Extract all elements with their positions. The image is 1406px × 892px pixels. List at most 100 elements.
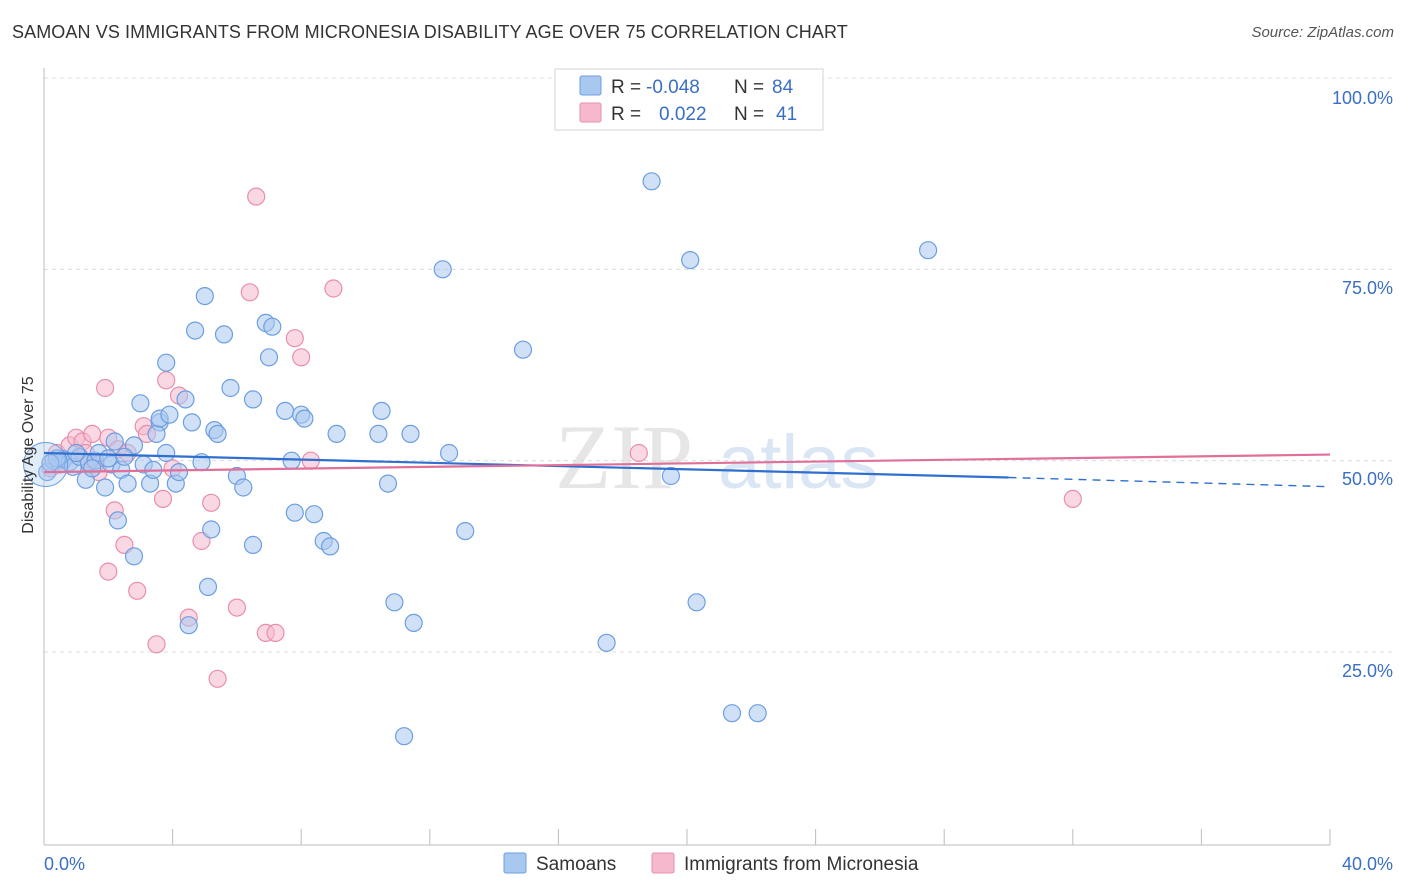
point-micronesia	[1063, 489, 1082, 508]
point-micronesia	[324, 279, 343, 298]
point-samoans	[722, 704, 742, 723]
legend-swatch-micronesia	[579, 102, 602, 123]
point-samoans	[105, 432, 124, 451]
point-micronesia	[128, 581, 147, 600]
correlation-legend: R = -0.048 N = 84 R = 0.022 N = 41	[554, 68, 824, 131]
point-micronesia	[285, 329, 304, 348]
y-tick-label-50: 50.0%	[1342, 469, 1393, 489]
point-samoans	[214, 325, 234, 344]
point-samoans	[263, 317, 282, 336]
point-samoans	[115, 447, 134, 466]
point-micronesia	[227, 598, 246, 617]
point-samoans	[83, 459, 102, 478]
point-samoans	[276, 401, 295, 420]
watermark-zip: ZIP	[555, 406, 693, 508]
series-legend: Samoans Immigrants from Micronesia	[503, 852, 919, 875]
legend-n-label-1: N =	[734, 77, 764, 98]
point-samoans	[179, 616, 198, 635]
point-micronesia	[629, 443, 648, 463]
point-samoans	[285, 503, 304, 522]
point-samoans	[176, 390, 195, 409]
point-samoans	[385, 593, 404, 612]
point-samoans	[642, 172, 661, 191]
legend-swatch-samoans	[579, 75, 602, 96]
point-samoans	[372, 401, 391, 420]
point-samoans	[118, 474, 137, 493]
trend-line-samoans-extension	[1008, 476, 1331, 488]
point-samoans	[321, 537, 340, 556]
point-samoans	[195, 287, 214, 306]
point-samoans	[395, 727, 414, 746]
bottom-legend-swatch-micronesia	[651, 852, 675, 874]
point-samoans	[99, 449, 118, 468]
bottom-legend-label-samoans: Samoans	[536, 854, 616, 875]
axes	[43, 68, 1331, 846]
legend-r-label-2: R =	[611, 104, 641, 125]
point-samoans	[404, 613, 423, 633]
legend-n-value-2: 41	[776, 104, 797, 125]
point-samoans	[681, 251, 700, 270]
legend-r-label-1: R =	[611, 77, 641, 98]
bottom-legend-swatch-samoans	[503, 852, 527, 874]
point-samoans	[401, 424, 420, 443]
source-note: Source: ZipAtlas.com	[1251, 24, 1394, 41]
point-samoans	[378, 474, 398, 493]
point-samoans	[157, 443, 176, 463]
point-samoans	[186, 321, 205, 340]
point-samoans	[147, 424, 166, 443]
bottom-legend-label-micronesia: Immigrants from Micronesia	[684, 854, 919, 875]
point-micronesia	[292, 348, 311, 367]
point-samoans	[661, 466, 681, 486]
legend-n-label-2: N =	[734, 104, 764, 125]
point-samoans	[198, 577, 218, 597]
point-samoans	[160, 405, 179, 424]
point-samoans	[597, 633, 616, 652]
trend-line-micronesia	[43, 453, 1331, 474]
chart-title: SAMOAN VS IMMIGRANTS FROM MICRONESIA DIS…	[12, 22, 848, 42]
data-points	[23, 172, 1082, 746]
point-micronesia	[99, 562, 118, 581]
point-samoans	[295, 409, 314, 428]
point-micronesia	[247, 187, 266, 206]
point-samoans	[208, 424, 227, 443]
legend-r-value-1: -0.048	[646, 77, 700, 98]
point-samoans	[305, 505, 324, 524]
point-samoans	[456, 521, 475, 541]
point-samoans	[243, 390, 263, 409]
point-samoans	[95, 478, 115, 497]
point-samoans	[440, 443, 459, 463]
point-samoans	[182, 413, 201, 432]
point-samoans	[124, 547, 144, 566]
legend-n-value-1: 84	[772, 77, 794, 98]
x-tick-label-min: 0.0%	[44, 854, 85, 874]
point-micronesia	[153, 489, 173, 508]
point-samoans	[433, 260, 452, 279]
trend-lines	[43, 451, 1331, 488]
point-samoans	[282, 451, 301, 470]
point-samoans	[131, 394, 150, 413]
point-micronesia	[95, 378, 115, 398]
point-micronesia	[157, 371, 176, 390]
point-samoans	[748, 704, 767, 723]
point-micronesia	[208, 669, 227, 688]
legend-r-value-2: 0.022	[659, 104, 707, 125]
y-tick-label-75: 75.0%	[1342, 278, 1393, 298]
point-samoans	[243, 535, 263, 555]
point-samoans	[157, 353, 176, 372]
y-tick-label-25: 25.0%	[1342, 661, 1393, 681]
point-samoans	[369, 424, 388, 443]
point-samoans	[108, 511, 128, 530]
y-axis-title: Disability Age Over 75	[20, 376, 37, 534]
x-tick-label-max: 40.0%	[1342, 854, 1393, 874]
point-samoans	[169, 463, 189, 482]
point-micronesia	[202, 493, 221, 512]
point-micronesia	[266, 623, 285, 643]
point-samoans	[687, 593, 706, 612]
point-samoans	[234, 478, 253, 497]
point-samoans	[202, 520, 221, 539]
point-samoans	[259, 348, 279, 367]
point-micronesia	[147, 635, 166, 654]
grid-lines	[44, 77, 1395, 653]
point-samoans	[221, 378, 240, 398]
